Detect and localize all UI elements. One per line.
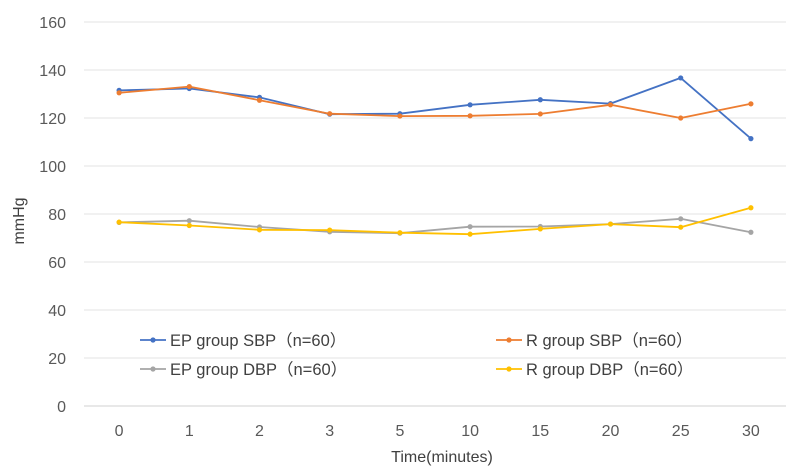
y-tick-label: 0 xyxy=(57,399,66,416)
data-point xyxy=(678,216,684,222)
data-point xyxy=(607,221,614,227)
x-tick-label: 1 xyxy=(185,423,194,440)
data-point xyxy=(537,111,543,117)
series-4 xyxy=(116,205,754,237)
legend-label: R group SBP（n=60） xyxy=(526,331,692,350)
series-line xyxy=(119,85,752,119)
y-tick-label: 160 xyxy=(39,15,66,32)
x-tick-label: 5 xyxy=(395,423,404,440)
data-point xyxy=(748,101,754,107)
x-axis-ticks: 0 1 2 3 5 10 15 20 25 30 xyxy=(115,423,760,440)
legend-label: R group DBP（n=60） xyxy=(526,360,693,379)
data-point xyxy=(537,97,543,103)
legend-item: EP group DBP（n=60） xyxy=(140,360,347,379)
data-point xyxy=(678,224,684,230)
legend-item: R group DBP（n=60） xyxy=(496,360,693,379)
legend-swatch-marker xyxy=(506,337,512,343)
x-tick-label: 0 xyxy=(115,423,124,440)
x-tick-label: 25 xyxy=(672,423,690,440)
data-point xyxy=(186,218,192,224)
legend-label: EP group DBP（n=60） xyxy=(170,360,347,379)
data-point xyxy=(116,90,122,96)
y-tick-label: 40 xyxy=(48,303,66,320)
series-line xyxy=(119,206,752,236)
data-point xyxy=(186,83,192,90)
y-tick-label: 20 xyxy=(48,351,66,368)
y-axis-title: mmHg xyxy=(11,197,28,244)
data-point xyxy=(327,111,333,117)
x-tick-label: 2 xyxy=(255,423,264,440)
series-2 xyxy=(116,83,754,121)
data-point xyxy=(467,231,473,237)
data-point xyxy=(607,102,614,108)
series-1 xyxy=(116,75,754,142)
y-tick-label: 140 xyxy=(39,63,66,80)
legend: EP group SBP（n=60） R group SBP（n=60） EP gr… xyxy=(140,331,693,379)
data-point xyxy=(467,224,473,230)
series-line xyxy=(119,77,752,140)
data-point xyxy=(327,227,333,233)
gridlines xyxy=(84,21,786,407)
data-point xyxy=(467,113,473,119)
data-point xyxy=(748,136,754,142)
data-point xyxy=(678,75,684,81)
x-axis-title: Time(minutes) xyxy=(391,449,493,466)
data-point xyxy=(537,226,543,232)
legend-swatch-marker xyxy=(506,366,512,372)
data-point xyxy=(397,230,403,236)
data-point xyxy=(116,219,122,225)
legend-swatch-marker xyxy=(150,366,156,372)
x-tick-label: 3 xyxy=(325,423,334,440)
y-tick-label: 120 xyxy=(39,111,66,128)
legend-item: R group SBP（n=60） xyxy=(496,331,692,350)
legend-swatch-marker xyxy=(150,337,156,343)
series-lines xyxy=(116,75,754,237)
x-tick-label: 10 xyxy=(461,423,479,440)
x-tick-label: 20 xyxy=(602,423,620,440)
data-point xyxy=(678,115,684,121)
y-tick-label: 80 xyxy=(48,207,66,224)
x-tick-label: 30 xyxy=(742,423,760,440)
data-point xyxy=(256,227,263,233)
data-point xyxy=(256,97,263,103)
y-tick-label: 60 xyxy=(48,255,66,272)
y-tick-label: 100 xyxy=(39,159,66,176)
data-point xyxy=(397,113,403,119)
x-tick-label: 15 xyxy=(531,423,549,440)
data-point xyxy=(186,222,192,229)
y-axis-ticks: 0 20 40 60 80 100 120 140 160 xyxy=(39,15,66,416)
series-line xyxy=(119,217,752,235)
data-point xyxy=(748,205,754,211)
legend-item: EP group SBP（n=60） xyxy=(140,331,346,350)
data-point xyxy=(467,102,473,108)
legend-label: EP group SBP（n=60） xyxy=(170,331,346,350)
data-point xyxy=(748,229,754,235)
